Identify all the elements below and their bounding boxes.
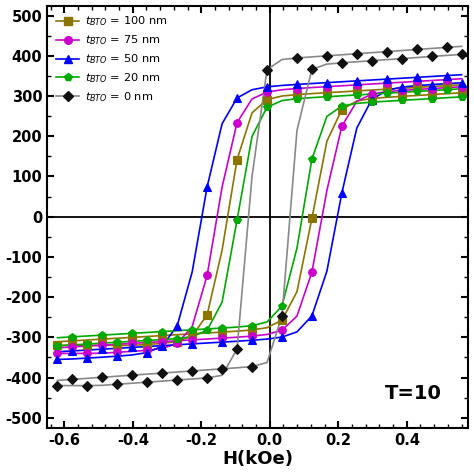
X-axis label: H(kOe): H(kOe) <box>222 450 293 468</box>
Text: T=10: T=10 <box>385 384 442 403</box>
Legend: $t_{BTO}$ = 100 nm, $t_{BTO}$ = 75 nm, $t_{BTO}$ = 50 nm, $t_{BTO}$ = 20 nm, $t_: $t_{BTO}$ = 100 nm, $t_{BTO}$ = 75 nm, $… <box>53 11 171 108</box>
